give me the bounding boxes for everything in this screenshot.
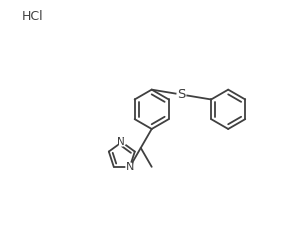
- Circle shape: [126, 163, 134, 171]
- Circle shape: [177, 90, 186, 99]
- Text: N: N: [126, 162, 134, 172]
- Text: S: S: [177, 88, 186, 101]
- Text: S: S: [177, 88, 186, 101]
- Circle shape: [118, 138, 126, 146]
- Text: N: N: [117, 137, 125, 147]
- Text: N: N: [126, 162, 134, 172]
- Text: HCl: HCl: [22, 10, 44, 23]
- Text: N: N: [117, 137, 124, 147]
